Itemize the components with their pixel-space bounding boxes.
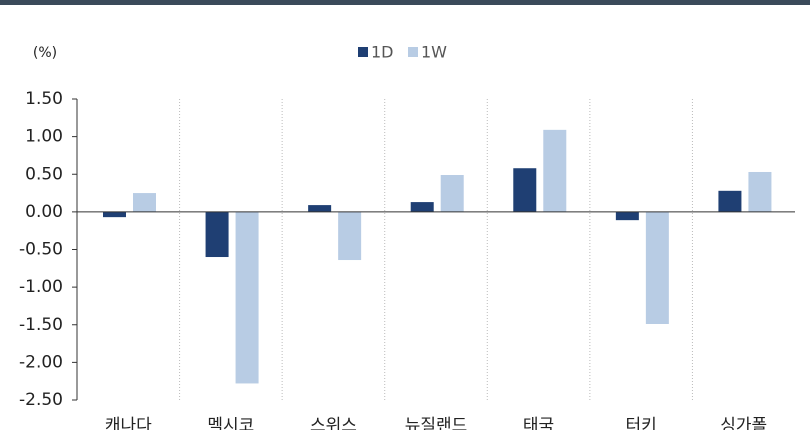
bar	[440, 175, 464, 212]
bar	[338, 211, 362, 261]
bar	[645, 211, 669, 324]
y-tick-label: 0.50	[25, 164, 63, 184]
bar	[235, 211, 259, 384]
x-tick-label: 캐나다	[105, 416, 152, 430]
x-tick-label: 스위스	[310, 416, 357, 430]
bar	[513, 168, 537, 212]
bar	[410, 202, 434, 212]
legend-label: 1D	[371, 43, 394, 62]
bar	[718, 190, 742, 212]
bar	[748, 171, 772, 212]
bar	[543, 129, 567, 212]
y-tick-label: -2.00	[19, 352, 63, 372]
y-tick-label: -1.00	[19, 277, 63, 297]
bar	[103, 211, 126, 218]
bar	[133, 193, 156, 212]
y-tick-label: 0.00	[25, 202, 63, 222]
x-tick-label: 싱가폴	[720, 416, 767, 430]
bar	[615, 211, 639, 221]
y-tick-label: -0.50	[19, 240, 63, 260]
legend-swatch	[408, 47, 418, 57]
x-tick-label: 터키	[626, 416, 657, 430]
x-tick-label: 멕시코	[207, 416, 254, 430]
bar	[308, 205, 332, 212]
y-tick-label: -2.50	[19, 390, 63, 410]
unit-label: (%)	[33, 45, 57, 61]
y-tick-label: 1.00	[25, 127, 63, 147]
y-tick-label: -1.50	[19, 315, 63, 335]
bar	[205, 211, 229, 258]
legend-swatch	[358, 47, 368, 57]
legend-label: 1W	[421, 43, 447, 62]
y-tick-label: 1.50	[25, 89, 63, 109]
x-tick-label: 태국	[523, 416, 554, 430]
x-tick-label: 뉴질랜드	[405, 416, 468, 430]
top-rule	[0, 0, 810, 5]
